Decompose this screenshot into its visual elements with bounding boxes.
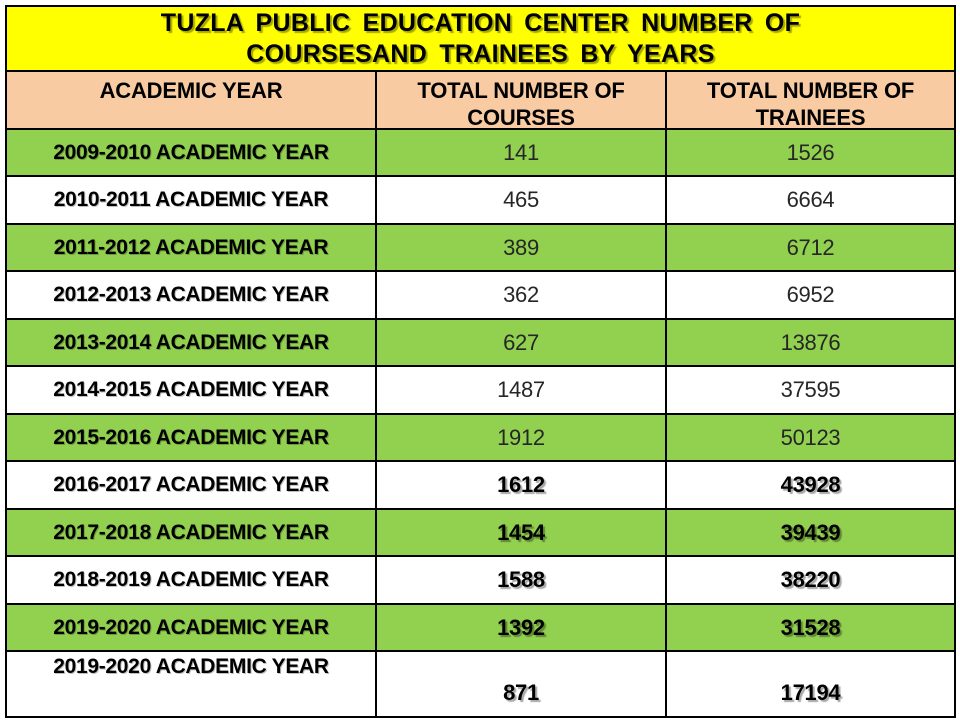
- academic-year-cell: 2016-2017 ACADEMIC YEAR: [7, 462, 375, 508]
- courses-value-cell: 465: [377, 177, 665, 223]
- academic-year-label: 2019-2020 ACADEMIC YEAR: [53, 655, 329, 679]
- courses-value: 1912: [497, 424, 545, 450]
- courses-value-cell: 1392: [377, 604, 665, 651]
- trainees-value: 43928: [780, 472, 841, 498]
- trainees-value-cell: 6952: [667, 272, 954, 318]
- title-line-1: TUZLA PUBLIC EDUCATION CENTER NUMBER OF: [160, 8, 801, 37]
- courses-value: 1588: [497, 567, 545, 593]
- column-header-academic-year-label: ACADEMIC YEAR: [99, 78, 283, 103]
- courses-value-cell: 1612: [377, 462, 665, 508]
- courses-value: 465: [503, 187, 539, 213]
- data-table: ACADEMIC YEAR TOTAL NUMBER OF COURSES TO…: [5, 72, 956, 718]
- courses-value-cell: 627: [377, 319, 665, 366]
- academic-year-cell: 2014-2015 ACADEMIC YEAR: [7, 367, 375, 413]
- column-header-courses-line2: COURSES: [467, 105, 575, 128]
- academic-year-label: 2013-2014 ACADEMIC YEAR: [53, 330, 329, 354]
- column-header-trainees-line1: TOTAL NUMBER OF: [706, 78, 915, 103]
- academic-year-cell: 2017-2018 ACADEMIC YEAR: [7, 509, 375, 556]
- trainees-value-cell: 6664: [667, 177, 954, 223]
- academic-year-label: 2016-2017 ACADEMIC YEAR: [53, 473, 329, 497]
- academic-year-label: 2011-2012 ACADEMIC YEAR: [53, 235, 329, 259]
- courses-value: 871: [503, 680, 539, 706]
- courses-value: 1454: [497, 519, 545, 545]
- academic-year-label: 2012-2013 ACADEMIC YEAR: [53, 283, 329, 307]
- courses-value: 141: [503, 139, 539, 165]
- trainees-value-cell: 17194: [667, 652, 954, 716]
- academic-year-label: 2009-2010 ACADEMIC YEAR: [53, 140, 329, 164]
- trainees-value: 6664: [786, 187, 835, 213]
- column-header-courses-line1: TOTAL NUMBER OF: [417, 78, 625, 103]
- academic-year-cell: 2019-2020 ACADEMIC YEAR: [7, 652, 375, 716]
- column-header-academic-year: ACADEMIC YEAR: [7, 72, 375, 128]
- trainees-value-cell: 13876: [667, 319, 954, 366]
- trainees-value-cell: 1526: [667, 130, 954, 176]
- courses-value: 362: [503, 282, 539, 308]
- academic-year-label: 2015-2016 ACADEMIC YEAR: [53, 425, 329, 449]
- courses-value-cell: 1454: [377, 509, 665, 556]
- table-title: TUZLA PUBLIC EDUCATION CENTER NUMBER OF …: [5, 5, 956, 72]
- academic-year-label: 2019-2020 ACADEMIC YEAR: [53, 615, 329, 639]
- trainees-value-cell: 50123: [667, 414, 954, 461]
- trainees-value-cell: 39439: [667, 509, 954, 556]
- trainees-value-cell: 43928: [667, 462, 954, 508]
- trainees-value: 31528: [780, 614, 841, 640]
- academic-year-label: 2018-2019 ACADEMIC YEAR: [53, 568, 329, 592]
- academic-year-label: 2017-2018 ACADEMIC YEAR: [53, 520, 329, 544]
- trainees-value-cell: 38220: [667, 557, 954, 603]
- academic-year-cell: 2009-2010 ACADEMIC YEAR: [7, 130, 375, 176]
- courses-value: 627: [503, 329, 539, 355]
- trainees-value: 50123: [780, 424, 841, 450]
- courses-value-cell: 141: [377, 130, 665, 176]
- slide: TUZLA PUBLIC EDUCATION CENTER NUMBER OF …: [5, 5, 956, 718]
- courses-value: 389: [503, 234, 539, 260]
- academic-year-cell: 2019-2020 ACADEMIC YEAR: [7, 604, 375, 651]
- courses-value-cell: 389: [377, 224, 665, 271]
- trainees-value: 6712: [786, 234, 835, 260]
- academic-year-cell: 2010-2011 ACADEMIC YEAR: [7, 177, 375, 223]
- trainees-value: 39439: [780, 519, 841, 545]
- academic-year-label: 2014-2015 ACADEMIC YEAR: [53, 378, 329, 402]
- trainees-value: 13876: [780, 329, 841, 355]
- trainees-value: 17194: [780, 680, 841, 706]
- courses-value: 1612: [497, 472, 545, 498]
- academic-year-cell: 2018-2019 ACADEMIC YEAR: [7, 557, 375, 603]
- academic-year-cell: 2015-2016 ACADEMIC YEAR: [7, 414, 375, 461]
- courses-value-cell: 1588: [377, 557, 665, 603]
- academic-year-cell: 2011-2012 ACADEMIC YEAR: [7, 224, 375, 271]
- trainees-value-cell: 6712: [667, 224, 954, 271]
- column-header-total-courses: TOTAL NUMBER OF COURSES: [377, 72, 665, 128]
- trainees-value: 6952: [786, 282, 835, 308]
- courses-value-cell: 1912: [377, 414, 665, 461]
- trainees-value-cell: 37595: [667, 367, 954, 413]
- title-line-2: COURSESAND TRAINEES BY YEARS: [246, 39, 715, 68]
- academic-year-cell: 2012-2013 ACADEMIC YEAR: [7, 272, 375, 318]
- courses-value-cell: 871: [377, 652, 665, 716]
- trainees-value: 1526: [786, 139, 835, 165]
- trainees-value-cell: 31528: [667, 604, 954, 651]
- courses-value-cell: 362: [377, 272, 665, 318]
- trainees-value: 37595: [780, 377, 841, 403]
- trainees-value: 38220: [780, 567, 841, 593]
- courses-value: 1487: [497, 377, 545, 403]
- academic-year-label: 2010-2011 ACADEMIC YEAR: [53, 188, 329, 212]
- academic-year-cell: 2013-2014 ACADEMIC YEAR: [7, 319, 375, 366]
- column-header-trainees-line2: TRAINEES: [755, 105, 866, 128]
- courses-value: 1392: [497, 614, 545, 640]
- courses-value-cell: 1487: [377, 367, 665, 413]
- column-header-total-trainees: TOTAL NUMBER OF TRAINEES: [667, 72, 954, 128]
